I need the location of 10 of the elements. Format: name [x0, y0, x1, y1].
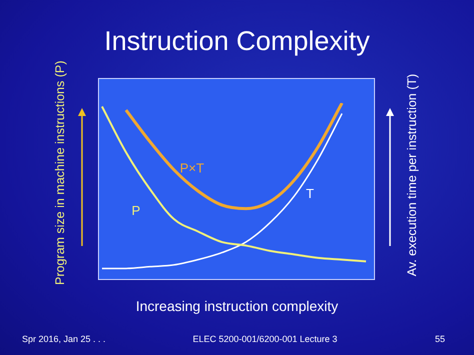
- x-axis-title: Increasing instruction complexity: [134, 298, 340, 314]
- text: Spr 2016, Jan 25 . . .: [22, 334, 106, 344]
- text: 55: [434, 334, 446, 344]
- y-axis-title: Program size in machine instructions (P): [53, 60, 68, 285]
- text: ELEC 5200-001/6200-001 Lecture 3: [192, 334, 338, 344]
- y2-axis-title: Av. execution time per instruction (T): [405, 72, 420, 278]
- chart-title: Instruction Complexity: [103, 26, 371, 57]
- series-label: P: [132, 202, 140, 218]
- series-label: P×T: [180, 160, 204, 176]
- series-label: T: [306, 186, 314, 201]
